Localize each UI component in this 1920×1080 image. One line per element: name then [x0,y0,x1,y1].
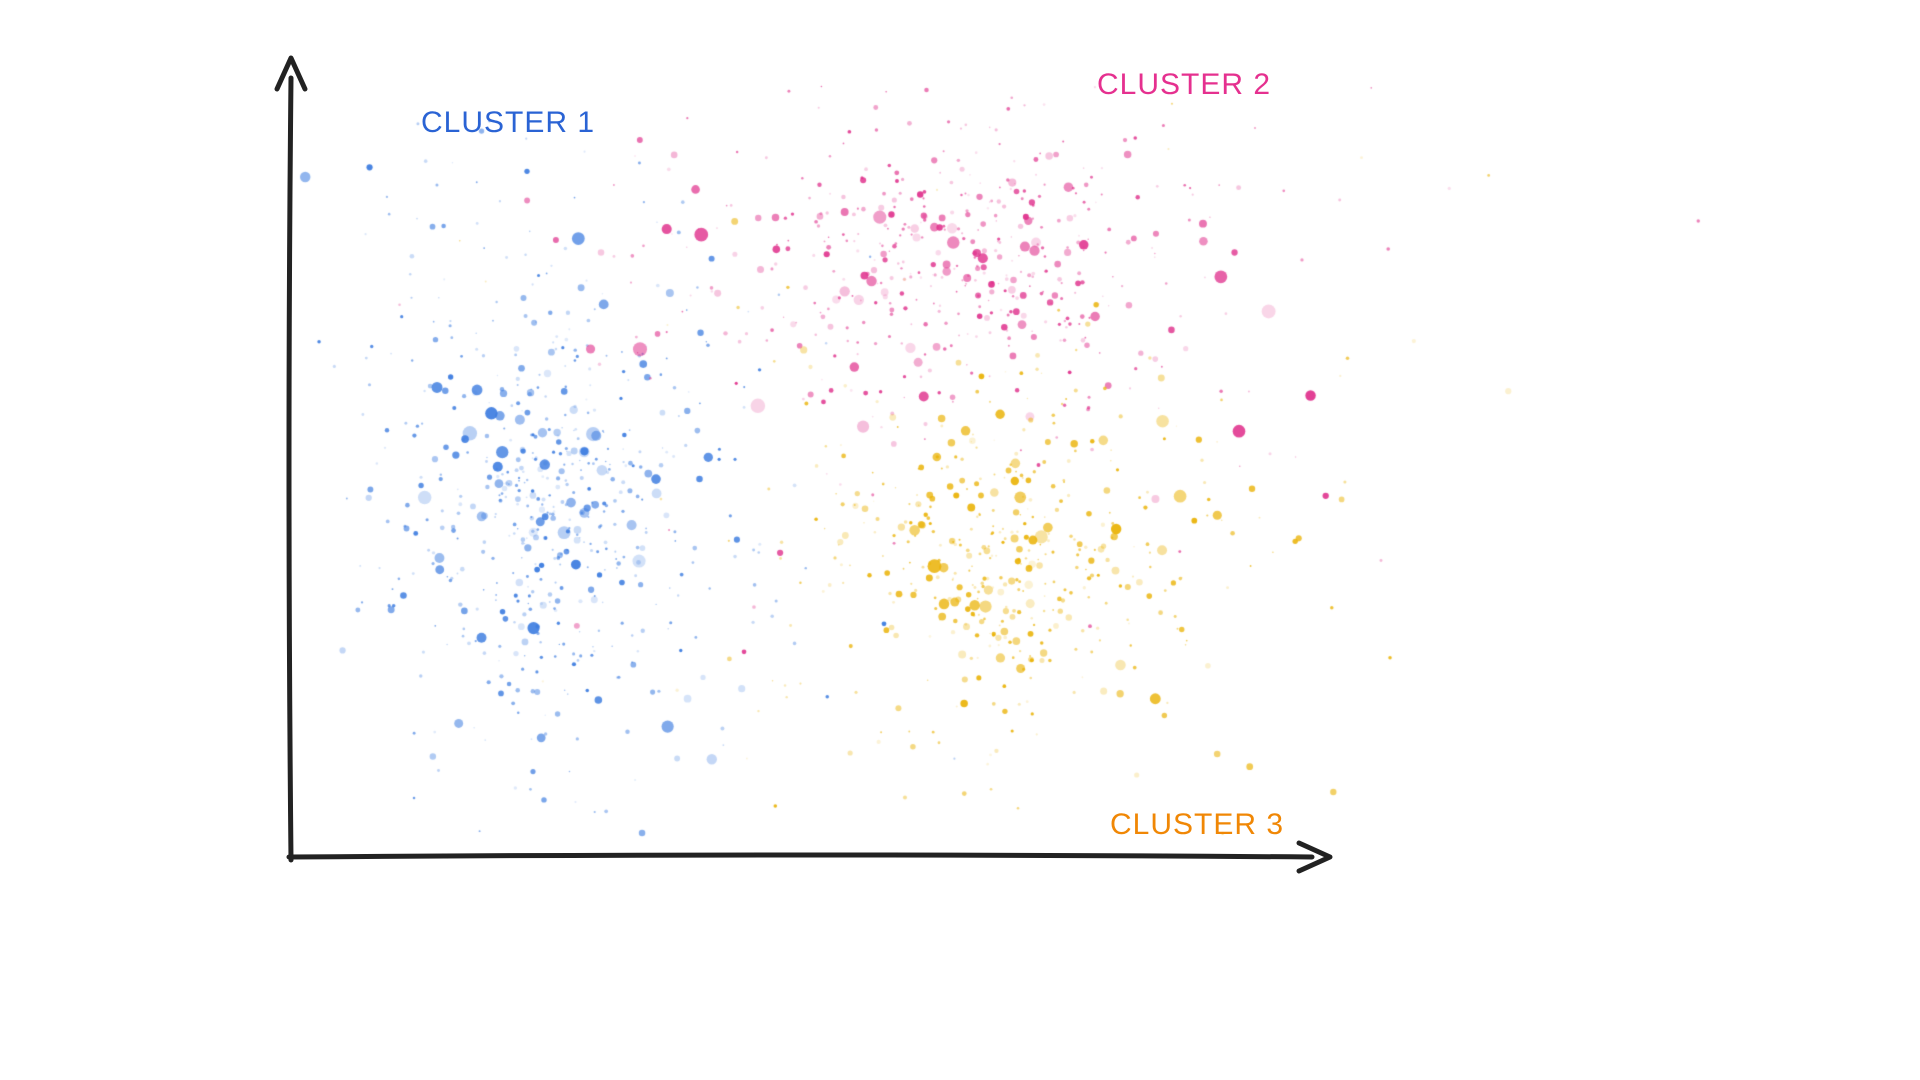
cluster-3-label: CLUSTER 3 [1110,808,1284,841]
y-axis [286,75,294,863]
y-axis-arrowhead-icon [274,55,308,92]
cluster-2-label: CLUSTER 2 [1097,68,1271,101]
x-axis [286,852,1315,860]
x-axis-arrowhead-icon [1296,840,1333,874]
cluster-1-label: CLUSTER 1 [421,106,595,139]
